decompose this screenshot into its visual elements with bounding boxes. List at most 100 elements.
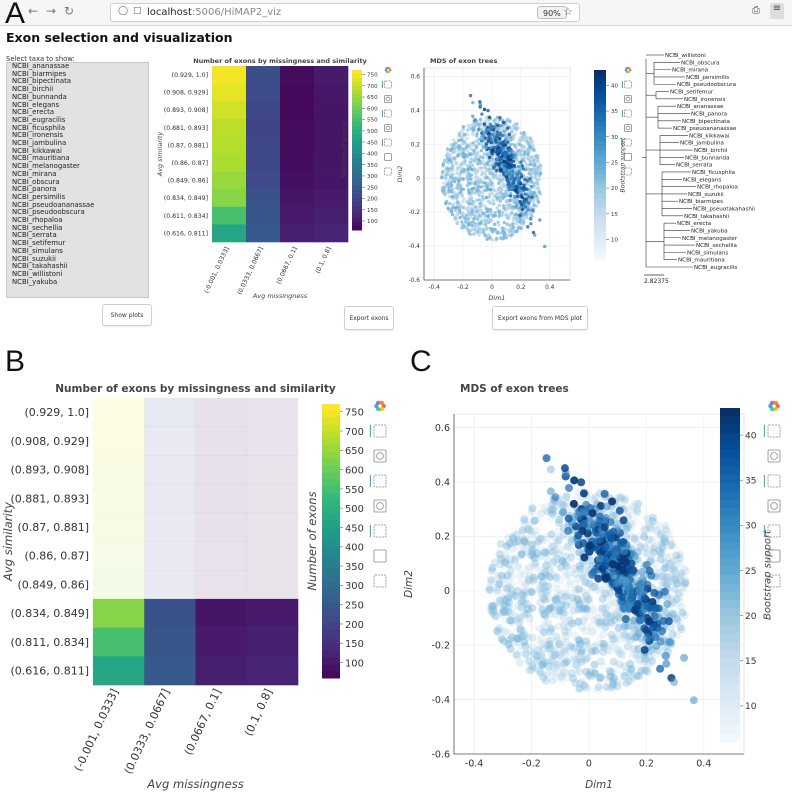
- scatter-point: [514, 602, 523, 611]
- scatter-point: [516, 659, 525, 668]
- scatter-point: [673, 559, 682, 568]
- scatter-point: [673, 556, 682, 565]
- scatter-point: [521, 167, 526, 171]
- scatter-point: [636, 655, 645, 664]
- save-icon: [373, 549, 387, 563]
- scatter-point: [532, 203, 536, 207]
- scatter-point: [591, 646, 600, 655]
- scatter-point: [572, 580, 581, 589]
- scatter-point: [500, 600, 509, 609]
- scatter-point: [664, 580, 673, 589]
- bookmark-star-icon[interactable]: ☆: [563, 5, 573, 18]
- y-tick-label: 0.6: [435, 423, 450, 434]
- scatter-point: [614, 624, 623, 633]
- scatter-point: [467, 160, 472, 164]
- scatter-point: [618, 575, 627, 584]
- scatter-point: [511, 538, 520, 547]
- scatter-point: [522, 130, 526, 135]
- scatter-point: [536, 653, 545, 662]
- taxa-option[interactable]: NCBI_bunnanda: [12, 92, 67, 101]
- arrow-right-icon[interactable]: →: [46, 4, 57, 18]
- taxa-option[interactable]: NCBI_erecta: [12, 108, 55, 117]
- taxa-option[interactable]: NCBI_setifemur: [12, 239, 66, 248]
- colorbar-segment: [352, 78, 362, 83]
- scatter-point: [487, 576, 496, 585]
- colorbar-tick-label: 700: [345, 427, 364, 438]
- show-plots-button[interactable]: Show plots: [102, 304, 152, 326]
- arrow-left-icon[interactable]: ←: [28, 4, 39, 18]
- taxa-option[interactable]: NCBI_kikkawai: [12, 146, 62, 155]
- reload-icon[interactable]: ↻: [64, 4, 75, 18]
- scatter-point: [564, 570, 573, 579]
- colorbar-segment: [594, 127, 606, 133]
- scatter-point: [656, 664, 665, 673]
- scatter-point: [635, 544, 644, 553]
- scatter-point: [488, 192, 492, 196]
- scatter-point: [530, 563, 539, 572]
- colorbar-segment: [352, 182, 362, 187]
- taxa-option[interactable]: NCBI_ficusphila: [12, 123, 66, 132]
- tree-leaf-label: NCBI_serrata: [676, 163, 712, 169]
- scatter-point: [547, 656, 556, 665]
- scatter-point: [455, 212, 460, 217]
- export-exons-button[interactable]: Export exons: [344, 306, 394, 330]
- colorbar-segment: [720, 483, 740, 492]
- taxa-option[interactable]: NCBI_yakuba: [12, 277, 58, 286]
- scatter-point: [488, 122, 493, 127]
- taxa-option[interactable]: NCBI_biarmipes: [12, 69, 67, 78]
- scatter-point: [462, 133, 466, 137]
- scatter-point: [518, 149, 522, 153]
- scatter-point: [505, 560, 514, 569]
- taxa-option[interactable]: NCBI_jambulina: [12, 139, 67, 148]
- taxa-option[interactable]: NCBI_panora: [12, 185, 57, 194]
- taxa-option[interactable]: NCBI_elegans: [12, 100, 60, 109]
- scatter-point: [516, 172, 520, 176]
- taxa-option[interactable]: NCBI_ironensis: [12, 131, 64, 140]
- taxa-option[interactable]: NCBI_ananassae: [12, 62, 70, 70]
- scatter-point: [666, 541, 675, 550]
- colorbar-segment: [594, 79, 606, 85]
- colorbar-segment: [594, 212, 606, 218]
- taxa-option[interactable]: NCBI_serrata: [12, 231, 57, 240]
- taxa-option[interactable]: NCBI_mirana: [12, 169, 57, 178]
- scatter-point: [574, 677, 583, 686]
- taxa-option[interactable]: NCBI_suzukii: [12, 254, 56, 263]
- taxa-option[interactable]: NCBI_pseudoananassae: [12, 200, 95, 209]
- taxa-option[interactable]: NCBI_bipectinata: [12, 77, 71, 86]
- taxa-multiselect[interactable]: NCBI_ananassae NCBI_biarmipes NCBI_bipecti…: [6, 62, 149, 298]
- taxa-option[interactable]: NCBI_mauritiana: [12, 154, 70, 163]
- taxa-option[interactable]: NCBI_obscura: [12, 177, 60, 186]
- taxa-option[interactable]: NCBI_takahashii: [12, 262, 68, 271]
- taxa-option[interactable]: NCBI_rhopaloa: [12, 216, 63, 225]
- scatter-point: [601, 589, 610, 598]
- heatmap-cell: [144, 426, 196, 456]
- export-mds-button[interactable]: Export exons from MDS plot: [492, 306, 588, 330]
- taxa-option[interactable]: NCBI_sechellia: [12, 223, 63, 232]
- zoom-badge[interactable]: 90%: [537, 6, 567, 19]
- scatter-point: [519, 597, 528, 606]
- scatter-point: [602, 683, 611, 692]
- scatter-point: [610, 635, 619, 644]
- taxa-option[interactable]: NCBI_pseudoobscura: [12, 208, 85, 217]
- heatmap-cell: [246, 83, 281, 102]
- colorbar-segment: [322, 417, 340, 426]
- scatter-point: [521, 217, 526, 222]
- taxa-option[interactable]: NCBI_simulans: [12, 246, 63, 255]
- menu-icon[interactable]: ≡: [770, 3, 784, 19]
- scatter-point: [582, 605, 591, 614]
- taxa-option[interactable]: NCBI_melanogaster: [12, 162, 80, 171]
- taxa-option[interactable]: NCBI_willistoni: [12, 269, 63, 278]
- colorbar-segment: [594, 93, 606, 99]
- scatter-point: [571, 587, 580, 596]
- scatter-point: [642, 633, 651, 642]
- taxa-option[interactable]: NCBI_persimilis: [12, 192, 66, 201]
- colorbar-segment: [352, 126, 362, 131]
- y-tick-label: -0.6: [431, 749, 450, 760]
- colorbar-tick-label: 650: [345, 446, 364, 457]
- scatter-point: [505, 222, 510, 226]
- scatter-point: [529, 142, 533, 146]
- taxa-option[interactable]: NCBI_eugracilis: [12, 115, 66, 124]
- url-bar[interactable]: ◯ □ localhost:5006/HiMAP2_viz 90% ☆: [110, 3, 580, 22]
- taxa-option[interactable]: NCBI_birchii: [12, 85, 54, 94]
- print-icon[interactable]: ⎙: [752, 5, 760, 16]
